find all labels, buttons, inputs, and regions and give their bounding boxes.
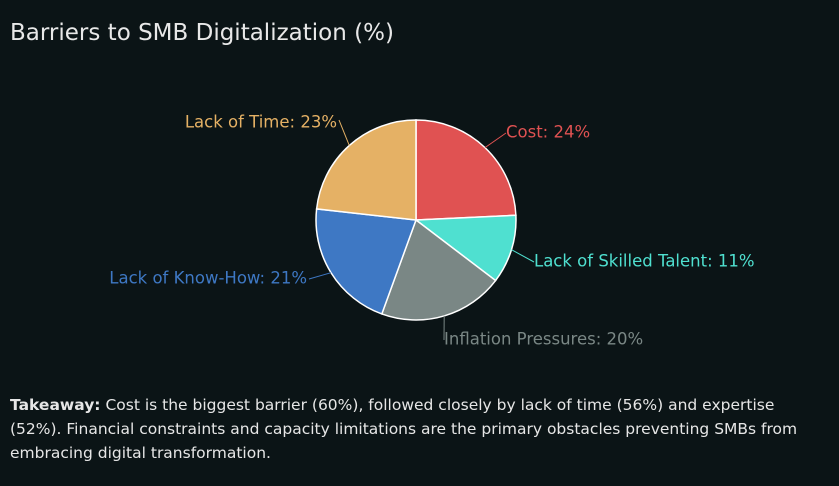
slice-label: Lack of Know-How: 21% <box>109 269 307 288</box>
pie-slice-lack-of-skilled-talent[interactable] <box>413 214 517 282</box>
slice-label: Cost: 24% <box>506 123 590 142</box>
slice-label: Inflation Pressures: 20% <box>444 330 643 349</box>
slice-label: Lack of Time: 23% <box>185 113 337 132</box>
takeaway-note: Takeaway: Cost is the biggest barrier (6… <box>10 393 830 465</box>
slice-label: Lack of Skilled Talent: 11% <box>534 252 755 271</box>
leader-line <box>511 249 535 263</box>
pie-slice-lack-of-time[interactable] <box>315 119 417 221</box>
leader-line <box>484 132 507 149</box>
takeaway-label: Takeaway: <box>10 396 101 414</box>
pie-chart: Cost: 24% Lack of Skilled Talent: 11% Infl… <box>109 113 755 349</box>
leader-line <box>338 119 350 146</box>
leader-line <box>308 272 332 280</box>
takeaway-text: Cost is the biggest barrier (60%), follo… <box>10 396 798 462</box>
pie-slice-cost[interactable] <box>415 119 517 221</box>
pie-slice-lack-of-know-how[interactable] <box>315 208 418 315</box>
chart-title: Barriers to SMB Digitalization (%) <box>10 20 394 46</box>
